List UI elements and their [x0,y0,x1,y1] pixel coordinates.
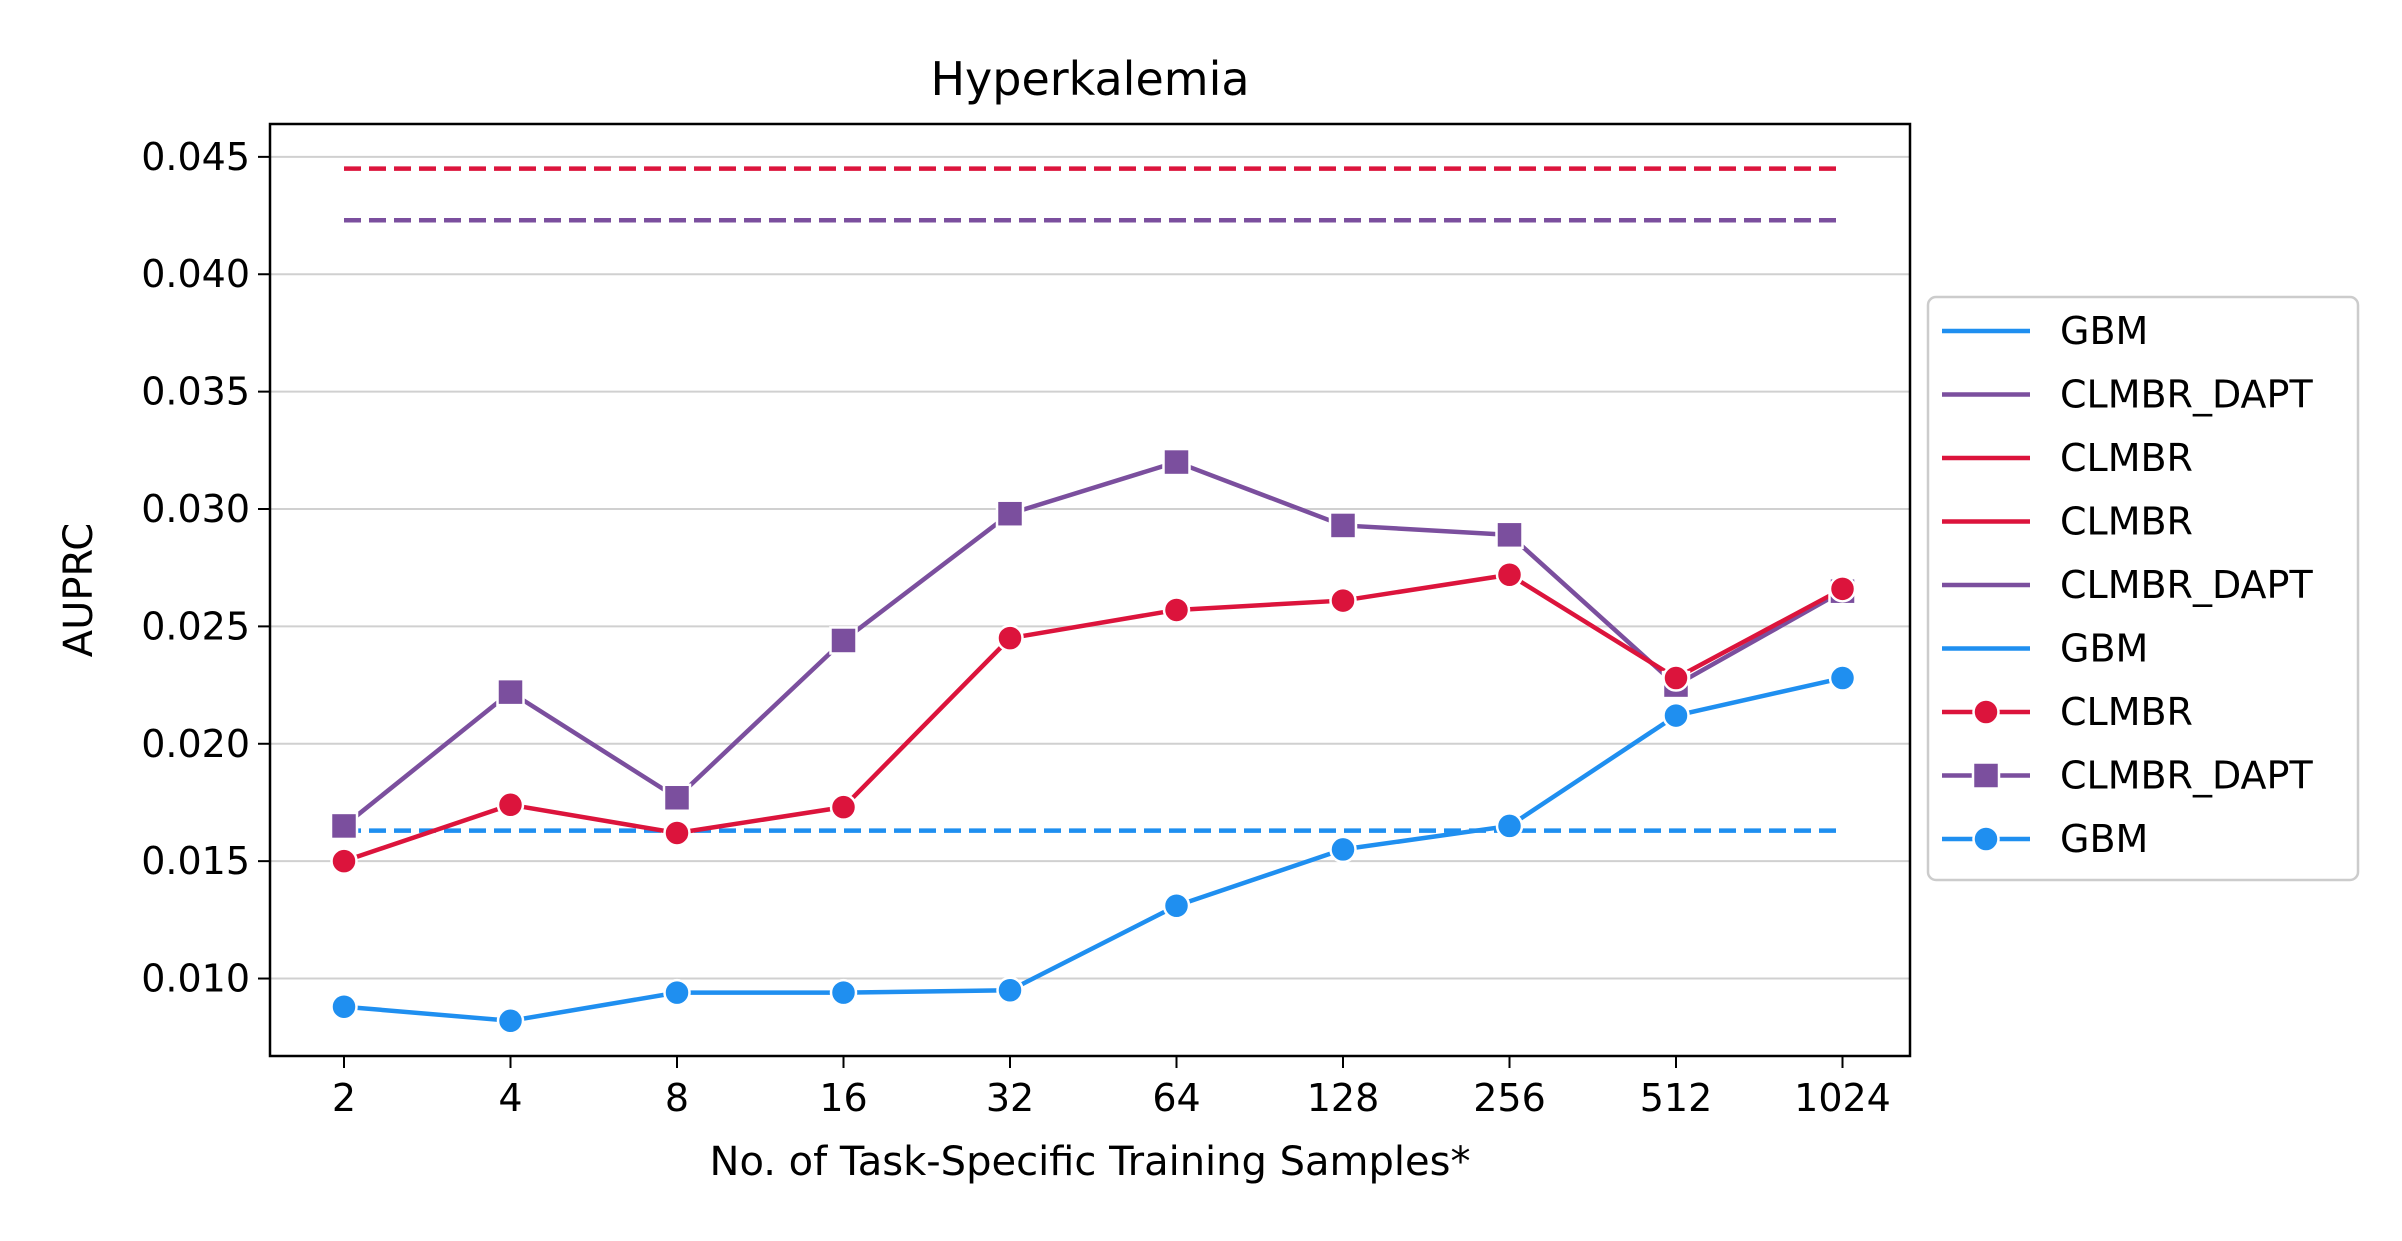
data-point-clmbr [1828,575,1857,603]
y-tick-label: 0.025 [141,604,250,648]
legend-item-gbm: GBM [1942,627,2148,671]
legend-item-clmbr: CLMBR [1942,500,2193,544]
legend-item-gbm: GBM [1942,817,2148,861]
x-axis-ticks: 2 4 8 16 32 64 128 256 512 1024 [332,1056,1891,1120]
legend-swatch-marker [1971,761,2001,790]
data-point-clmbr-dapt [829,626,858,655]
data-point-clmbr-dapt [329,811,359,841]
y-axis-ticks: 0.010 0.015 0.020 0.025 0.030 0.035 0.040 0.045 [141,135,270,1001]
y-tick-label: 0.035 [141,370,250,414]
x-tick-label: 8 [665,1076,689,1120]
data-point-gbm [1495,812,1524,840]
chart-title: Hyperkalemia [930,52,1249,106]
legend-label: CLMBR [2060,500,2193,544]
y-tick-label: 0.010 [141,957,250,1001]
legend-label: CLMBR_DAPT [2060,373,2313,417]
legend-items: GBM CLMBR_DAPT CLMBR CLMBR CLMBR_DAPT GBM CLMB… [1942,309,2313,861]
y-tick-label: 0.020 [141,722,250,766]
legend-label: CLMBR [2060,690,2193,734]
data-point-gbm [829,978,858,1007]
data-point-clmbr [1329,586,1357,615]
y-tick-label: 0.045 [141,135,250,179]
data-point-clmbr-dapt [496,677,525,707]
x-tick-label: 4 [498,1076,522,1120]
legend-label: CLMBR_DAPT [2060,563,2313,607]
x-tick-label: 32 [986,1076,1034,1120]
legend: GBM CLMBR_DAPT CLMBR CLMBR CLMBR_DAPT GBM CLMB… [1926,295,2360,882]
legend-item-clmbr-dapt: CLMBR_DAPT [1942,563,2313,607]
y-tick-label: 0.015 [141,839,250,883]
legend-frame [1926,295,2360,882]
x-tick-label: 512 [1640,1076,1713,1120]
data-point-clmbr [1662,664,1690,692]
y-tick-label: 0.030 [141,487,250,531]
data-point-clmbr-dapt [1162,447,1191,477]
series-line-clmbr [343,572,1844,864]
data-point-clmbr [829,793,858,821]
x-axis-title: No. of Task-Specific Training Samples* [710,1139,1471,1185]
y-tick-label: 0.040 [141,252,250,296]
legend-item-clmbr: CLMBR [1942,436,2193,480]
data-point-clmbr-dapt [1495,520,1524,550]
series-markers [329,447,1857,1035]
data-point-clmbr [996,624,1024,652]
data-point-clmbr-dapt [995,499,1025,528]
data-point-gbm [663,978,691,1007]
series-lines [342,459,1844,1024]
legend-swatch-marker [1972,825,2000,853]
data-point-gbm [1162,892,1191,920]
legend-label: GBM [2060,817,2148,861]
data-point-gbm [330,992,358,1021]
legend-label: CLMBR [2060,436,2193,480]
legend-item-gbm: GBM [1942,309,2148,353]
gridlines [270,155,1910,980]
data-point-clmbr [1162,596,1191,624]
legend-item-clmbr-dapt: CLMBR_DAPT [1942,373,2313,417]
legend-item-clmbr: CLMBR [1942,690,2193,734]
x-tick-label: 64 [1152,1076,1200,1120]
data-point-clmbr [496,791,525,819]
legend-label: GBM [2060,309,2148,353]
data-point-gbm [1828,664,1857,692]
data-point-gbm [1329,835,1357,864]
x-tick-label: 16 [819,1076,867,1120]
data-point-clmbr-dapt [1328,511,1358,540]
data-point-clmbr-dapt [662,783,692,813]
x-tick-label: 1024 [1794,1076,1891,1120]
data-point-clmbr [1495,560,1524,589]
x-tick-label: 2 [332,1076,356,1120]
x-tick-label: 128 [1307,1076,1380,1120]
plot-frame [268,122,1912,1058]
y-axis-title: AUPRC [56,523,102,658]
x-tick-label: 256 [1473,1076,1546,1120]
data-point-clmbr [330,847,358,875]
legend-label: CLMBR_DAPT [2060,754,2313,798]
data-point-gbm [1662,701,1690,730]
legend-swatch-marker [1972,698,2000,726]
data-point-clmbr [663,819,691,847]
legend-item-clmbr-dapt: CLMBR_DAPT [1942,754,2313,798]
series-line-gbm [343,675,1843,1024]
legend-label: GBM [2060,627,2148,671]
data-point-gbm [996,976,1024,1005]
data-point-gbm [496,1007,525,1035]
series-line-clmbr-dapt [342,459,1844,828]
